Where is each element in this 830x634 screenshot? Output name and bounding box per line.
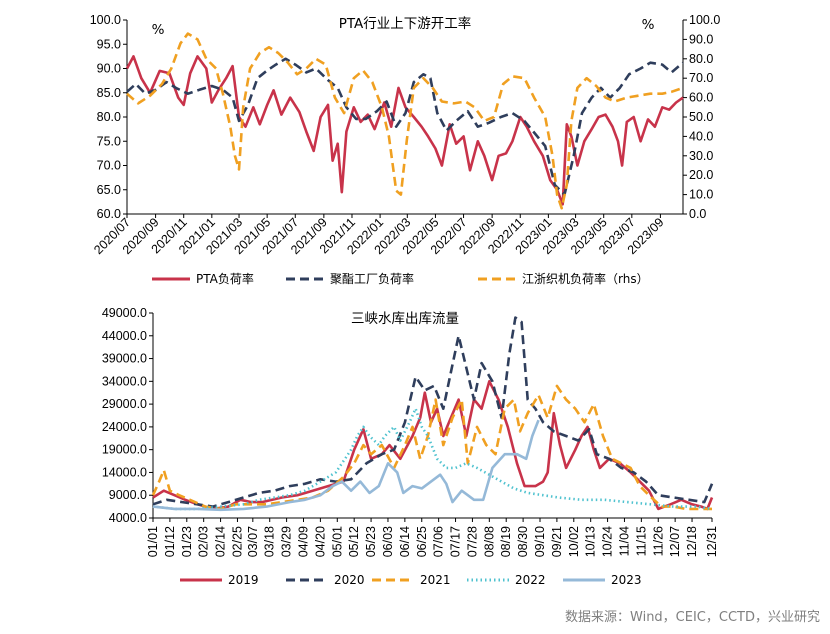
- top-right-tick-label: 50.0: [689, 110, 713, 124]
- top-left-tick-label: 65.0: [97, 183, 121, 197]
- bottom-x-tick-label: 01/23: [180, 526, 194, 557]
- top-right-tick-label: 20.0: [689, 168, 713, 182]
- top-right-tick-label: 80.0: [689, 52, 713, 66]
- bottom-series-line-2021: [151, 384, 712, 511]
- bottom-y-tick-label: 49000.0: [102, 306, 147, 320]
- bottom-x-tick-label: 10/13: [584, 526, 598, 557]
- bottom-x-tick-label: 07/06: [432, 526, 446, 557]
- top-right-tick-label: 100.0: [689, 13, 720, 27]
- top-right-tick-label: 40.0: [689, 129, 713, 143]
- bottom-x-tick-label: 01/12: [163, 526, 177, 557]
- bottom-series-line-2019: [152, 379, 714, 511]
- bottom-x-tick-label: 05/01: [330, 526, 344, 557]
- top-legend-label: PTA负荷率: [196, 271, 254, 286]
- bottom-x-tick-label: 05/12: [347, 526, 361, 557]
- top-right-tick-label: 0.0: [689, 207, 706, 221]
- bottom-x-tick-label: 08/19: [499, 526, 513, 557]
- bottom-series-line-2020: [152, 316, 714, 508]
- top-right-tick-label: 70.0: [689, 71, 713, 85]
- top-left-tick-label: 75.0: [97, 134, 121, 148]
- bottom-y-tick-label: 19000.0: [102, 443, 147, 457]
- bottom-x-tick-label: 10/24: [601, 526, 615, 557]
- bottom-x-tick-label: 11/26: [651, 526, 665, 556]
- bottom-x-tick-label: 06/25: [415, 526, 429, 557]
- bottom-x-tick-label: 06/03: [381, 526, 395, 557]
- top-series-line-0: [125, 55, 684, 206]
- bottom-x-tick-label: 09/21: [550, 526, 564, 557]
- bottom-y-tick-label: 29000.0: [102, 397, 147, 411]
- top-left-tick-label: 95.0: [97, 37, 121, 51]
- bottom-x-tick-label: 02/14: [214, 526, 228, 557]
- bottom-x-tick-label: 04/09: [297, 526, 311, 557]
- bottom-legend-label: 2020: [334, 573, 365, 587]
- top-legend: PTA负荷率 聚酯工厂负荷率 江浙织机负荷率（rhs）: [152, 271, 649, 286]
- top-series-line-2: [126, 32, 684, 210]
- bottom-x-tick-label: 11/15: [634, 526, 648, 556]
- bottom-x-tick-label: 03/07: [246, 526, 260, 557]
- bottom-y-tick-label: 9000.0: [109, 488, 147, 502]
- bottom-x-tick-label: 07/28: [465, 526, 479, 557]
- bottom-x-tick-label: 08/30: [516, 526, 530, 557]
- top-right-unit: %: [642, 17, 655, 33]
- bottom-x-tick-label: 09/10: [533, 526, 547, 557]
- bottom-y-tick-label: 39000.0: [102, 352, 147, 366]
- bottom-legend-label: 2019: [228, 573, 259, 587]
- top-right-tick-label: 90.0: [689, 32, 713, 46]
- top-legend-label: 江浙织机负荷率（rhs）: [522, 271, 649, 286]
- three-gorges-outflow-chart: 三峡水库出库流量 4000.0 9000.0 14000.0 19000.0 24000…: [102, 306, 719, 587]
- bottom-y-tick-label: 44000.0: [102, 329, 147, 343]
- bottom-x-tick-label: 08/08: [482, 526, 496, 557]
- bottom-x-tick-label: 03/18: [263, 526, 277, 557]
- bottom-x-tick-label: 12/07: [668, 526, 682, 557]
- pta-utilization-chart: PTA行业上下游开工率 % % 60.0 65.0 70.0 75.0 80.0 85.0…: [90, 13, 721, 286]
- top-left-tick-label: 85.0: [97, 86, 121, 100]
- top-right-tick-label: 60.0: [689, 91, 713, 105]
- bottom-legend-label: 2022: [515, 573, 546, 587]
- bottom-y-tick-label: 14000.0: [102, 465, 147, 479]
- bottom-x-tick-label: 02/03: [197, 526, 211, 557]
- source-note: 数据来源：Wind，CEIC，CCTD，兴业研究: [565, 610, 820, 625]
- top-left-tick-label: 90.0: [97, 62, 121, 76]
- top-right-tick-label: 10.0: [689, 188, 713, 202]
- bottom-x-tick-label: 01/01: [146, 526, 160, 557]
- top-series-line-1: [126, 57, 684, 196]
- bottom-legend-label: 2021: [420, 573, 451, 587]
- bottom-x-tick-label: 12/31: [705, 526, 719, 557]
- bottom-y-tick-label: 34000.0: [102, 374, 147, 388]
- bottom-x-tick-label: 07/17: [449, 526, 463, 557]
- bottom-x-tick-label: 03/29: [280, 526, 294, 557]
- bottom-x-tick-label: 12/18: [685, 526, 699, 557]
- top-right-tick-label: 30.0: [689, 149, 713, 163]
- top-left-tick-label: 80.0: [97, 110, 121, 124]
- bottom-y-tick-label: 4000.0: [109, 511, 147, 525]
- bottom-series-line-2023: [152, 419, 540, 512]
- bottom-x-tick-label: 02/25: [230, 526, 244, 557]
- bottom-x-tick-label: 10/02: [567, 526, 581, 557]
- top-legend-label: 聚酯工厂负荷率: [330, 271, 414, 286]
- top-left-tick-label: 70.0: [97, 159, 121, 173]
- bottom-legend: 2019 2020 2021 2022 2023: [180, 573, 642, 587]
- bottom-x-tick-label: 04/20: [313, 526, 327, 557]
- bottom-x-tick-label: 05/23: [364, 526, 378, 557]
- top-chart-title: PTA行业上下游开工率: [339, 15, 472, 32]
- bottom-series-line-2022: [152, 407, 713, 511]
- bottom-y-tick-label: 24000.0: [102, 420, 147, 434]
- top-left-tick-label: 100.0: [90, 13, 121, 27]
- bottom-chart-title: 三峡水库出库流量: [351, 311, 459, 327]
- bottom-x-tick-label: 06/14: [398, 526, 412, 557]
- bottom-x-tick-label: 11/04: [617, 526, 631, 556]
- top-left-unit: %: [152, 22, 165, 38]
- top-left-tick-label: 60.0: [97, 207, 121, 221]
- bottom-legend-label: 2023: [611, 573, 642, 587]
